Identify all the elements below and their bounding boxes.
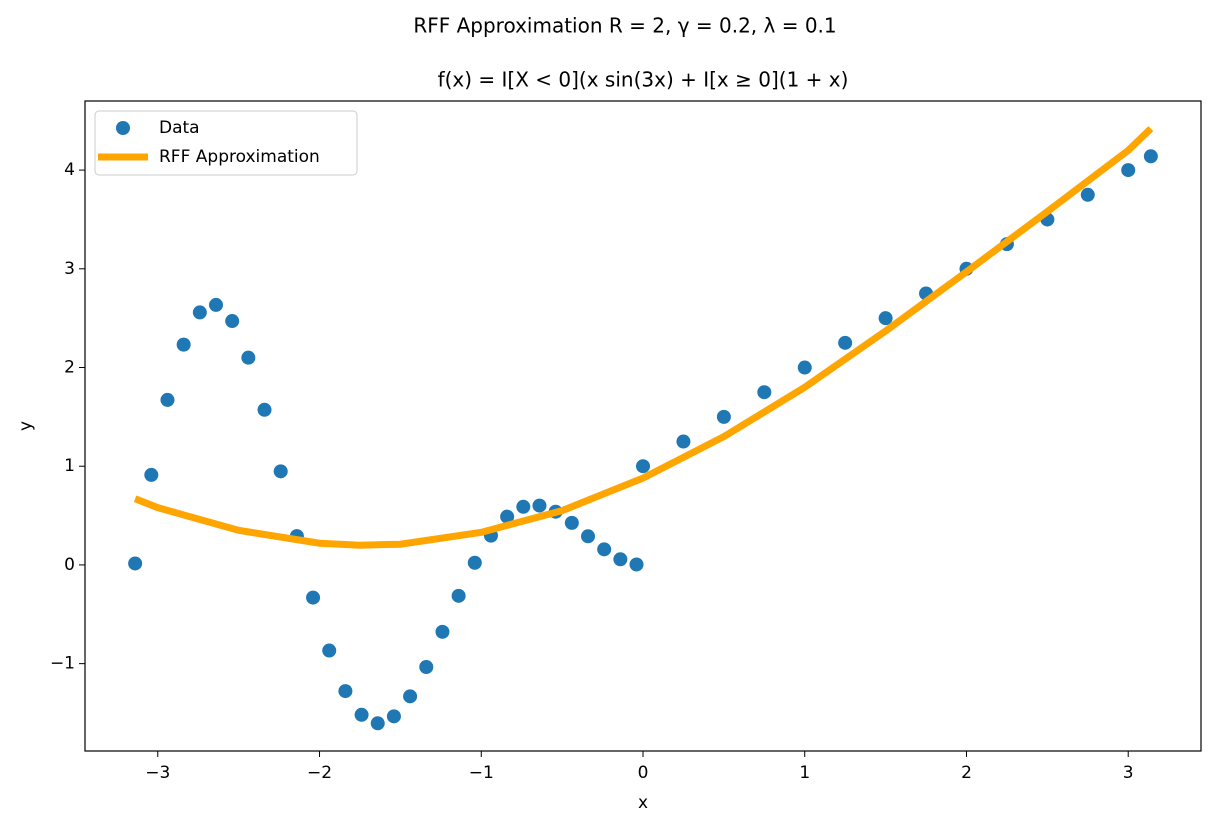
- y-tick-label: 0: [64, 555, 75, 575]
- data-point: [532, 498, 547, 513]
- legend-box: [94, 110, 358, 176]
- data-point: [419, 659, 434, 674]
- data-point: [225, 314, 240, 329]
- data-point: [716, 409, 731, 424]
- data-point: [451, 588, 466, 603]
- y-tick-label: 2: [64, 358, 75, 378]
- x-tick-label: 0: [638, 763, 649, 783]
- data-point: [467, 555, 482, 570]
- data-point: [757, 385, 772, 400]
- data-point: [500, 509, 515, 524]
- data-point: [209, 297, 224, 312]
- x-tick-label: −1: [469, 763, 494, 783]
- x-axis-label: x: [638, 793, 648, 813]
- data-point: [241, 350, 256, 365]
- data-point: [636, 459, 650, 474]
- data-point: [338, 684, 353, 699]
- data-point: [597, 542, 612, 557]
- chart-subtitle: f(x) = I[X < 0](x sin(3x) + I[x ≥ 0](1 +…: [438, 68, 849, 92]
- data-point: [838, 335, 853, 350]
- data-point: [403, 689, 418, 704]
- data-point: [1121, 163, 1136, 178]
- data-point: [581, 529, 596, 544]
- data-point: [386, 709, 401, 724]
- data-point: [1143, 149, 1158, 164]
- x-tick-label: −3: [145, 763, 170, 783]
- data-point: [435, 624, 450, 639]
- y-axis-label: y: [16, 421, 36, 431]
- y-tick-label: 4: [64, 160, 75, 180]
- data-point: [273, 464, 288, 479]
- y-tick-label: −1: [50, 654, 75, 674]
- data-point: [354, 707, 369, 722]
- y-tick-label: 1: [64, 456, 75, 476]
- legend-marker: [116, 121, 130, 135]
- data-point: [322, 643, 337, 658]
- data-point: [1080, 187, 1095, 202]
- data-point: [878, 311, 893, 326]
- data-point: [676, 434, 691, 449]
- data-point: [629, 557, 644, 572]
- data-point: [128, 556, 143, 571]
- data-point: [564, 515, 579, 530]
- data-point: [306, 590, 321, 605]
- legend-label: Data: [159, 118, 200, 138]
- chart-title: RFF Approximation R = 2, γ = 0.2, λ = 0.…: [413, 14, 836, 38]
- plot-frame: [84, 100, 1202, 752]
- data-point: [192, 305, 207, 320]
- approx-line: [133, 126, 1154, 549]
- data-point: [144, 467, 159, 482]
- data-point: [797, 360, 812, 375]
- y-tick-label: 3: [64, 259, 75, 279]
- legend-label: RFF Approximation: [159, 147, 320, 167]
- x-tick-label: 2: [961, 763, 972, 783]
- x-tick-label: −2: [307, 763, 332, 783]
- data-point: [257, 402, 272, 417]
- x-tick-label: 3: [1123, 763, 1134, 783]
- data-point: [370, 716, 385, 731]
- data-point: [160, 392, 175, 407]
- data-point: [613, 552, 628, 567]
- data-point: [176, 337, 191, 352]
- data-point: [516, 499, 531, 514]
- x-tick-label: 1: [799, 763, 810, 783]
